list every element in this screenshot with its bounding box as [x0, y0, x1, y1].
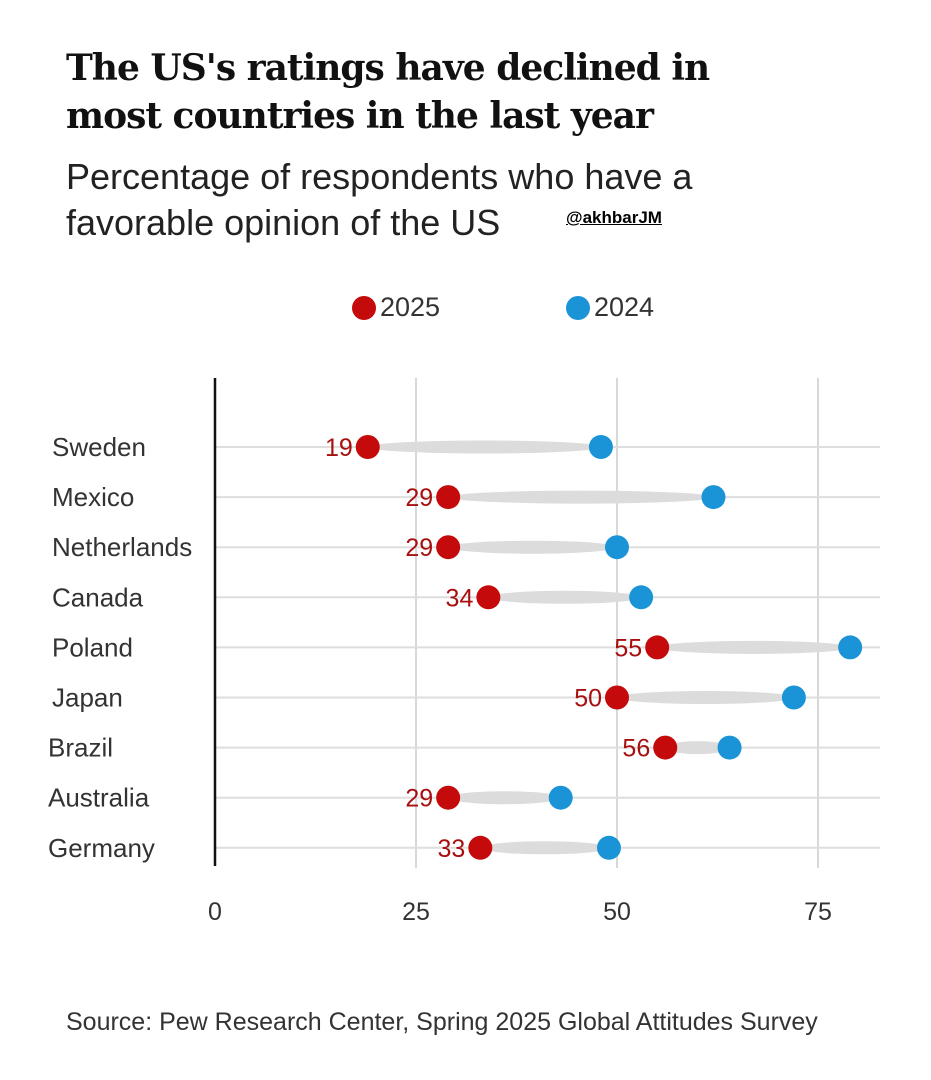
data-label-2025: 50: [574, 685, 602, 713]
data-label-2025: 29: [405, 534, 433, 562]
connector-bar: [448, 540, 617, 554]
data-label-2025: 33: [438, 835, 466, 863]
x-tick-label: 75: [804, 898, 832, 926]
data-label-2025: 29: [405, 484, 433, 512]
category-label: Brazil: [48, 733, 113, 763]
x-tick-label: 25: [402, 898, 430, 926]
dot-2025: [605, 685, 629, 710]
chart-subtitle: Percentage of respondents who have a fav…: [66, 156, 693, 243]
category-label: Netherlands: [52, 532, 192, 562]
dot-2025: [355, 435, 380, 459]
x-tick-label: 50: [603, 898, 631, 926]
dot-2024: [717, 735, 742, 760]
dot-2024: [596, 835, 621, 860]
category-label: Japan: [52, 683, 123, 713]
source-note: Source: Pew Research Center, Spring 2025…: [66, 1008, 818, 1036]
category-label: Germany: [48, 833, 155, 863]
category-label: Mexico: [52, 482, 134, 512]
legend-label-2024: 2024: [594, 292, 655, 322]
legend-dot-2025: [352, 295, 376, 320]
legend-label-2025: 2025: [380, 292, 441, 322]
category-label: Sweden: [52, 432, 146, 462]
category-label: Australia: [48, 783, 150, 813]
dot-2025: [436, 485, 461, 510]
data-label-2025: 56: [622, 735, 650, 763]
x-tick-label: 0: [208, 898, 222, 926]
connector-bar: [657, 640, 851, 654]
connector-bar: [367, 440, 601, 454]
dumbbell-plot: 0 25 50 75 Sweden Mexico Netherlands Canada Pola…: [48, 378, 880, 926]
dot-2024: [781, 685, 806, 710]
legend-item-2024: 2024: [566, 292, 654, 323]
dot-2025: [436, 535, 461, 560]
data-label-2025: 19: [325, 434, 353, 462]
connector-bar: [448, 490, 714, 504]
legend-item-2025: 2025: [352, 292, 440, 323]
dot-2025: [653, 735, 678, 760]
dot-2025: [468, 835, 493, 860]
watermark-handle: @akhbarJM: [566, 208, 662, 227]
connector-bar: [448, 791, 561, 805]
dot-2025: [645, 635, 670, 660]
connector-bar: [480, 841, 609, 855]
dot-2025: [436, 785, 461, 810]
dot-2024: [588, 435, 613, 459]
dot-2024: [548, 785, 573, 810]
connector-bar: [617, 691, 794, 704]
category-label: Poland: [52, 632, 133, 662]
legend-dot-2024: [566, 295, 590, 320]
category-label: Canada: [52, 582, 144, 612]
dot-2024: [838, 635, 863, 660]
data-label-2025: 55: [614, 634, 642, 662]
dot-2025: [476, 585, 501, 610]
connector-bar: [665, 741, 730, 755]
chart-title: The US's ratings have declined in most c…: [66, 47, 710, 137]
dot-2024: [629, 585, 654, 610]
connector-bar: [488, 590, 642, 604]
dot-2024: [701, 485, 726, 510]
dot-2024: [605, 535, 629, 560]
data-label-2025: 29: [405, 785, 433, 813]
data-label-2025: 34: [446, 584, 474, 612]
